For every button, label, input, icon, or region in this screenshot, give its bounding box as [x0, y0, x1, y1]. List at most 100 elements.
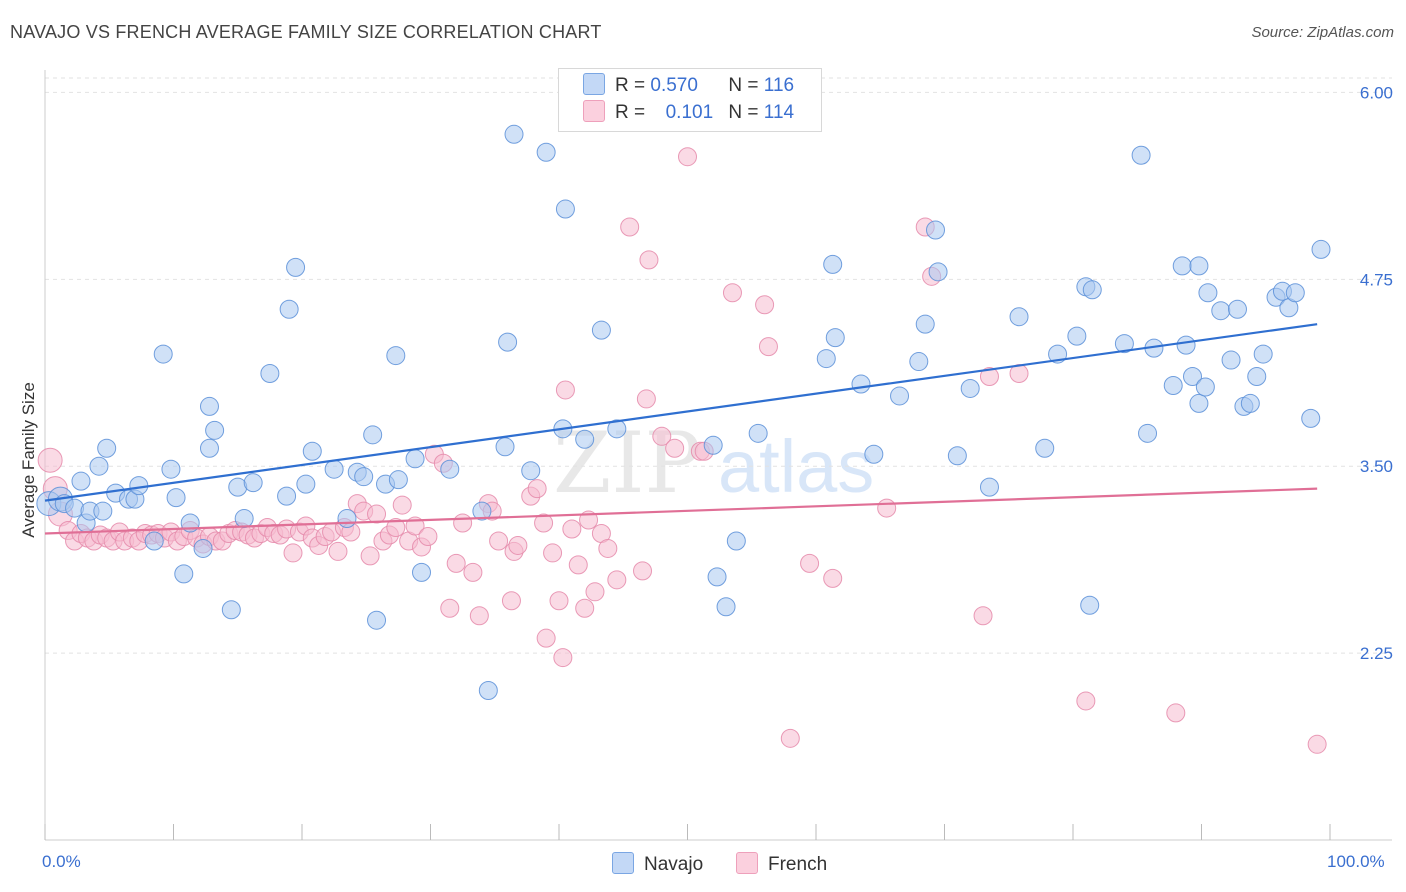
navajo-point-37	[354, 467, 374, 487]
correlation-legend: R = 0.570 N = 116 R = 0.101 N = 114	[558, 68, 822, 132]
french-swatch	[583, 100, 605, 122]
french-point-111	[1166, 703, 1186, 723]
navajo-point-95	[1211, 301, 1231, 321]
french-point-110	[1076, 691, 1096, 711]
navajo-point-71	[926, 220, 946, 240]
navajo-point-81	[1080, 595, 1100, 615]
french-point-69	[489, 531, 509, 551]
french-point-77	[543, 543, 563, 563]
french-point-98	[722, 283, 742, 303]
navajo-point-42	[388, 470, 408, 490]
navajo-point-30	[279, 299, 299, 319]
french-point-63	[446, 553, 466, 573]
watermark-zip: ZIP	[553, 414, 701, 512]
navajo-point-31	[286, 257, 306, 277]
navajo-point-14	[144, 531, 164, 551]
navajo-point-56	[591, 320, 611, 340]
y-tick-label-3: 6.00	[1360, 83, 1393, 102]
french-point-102	[800, 553, 820, 573]
french-point-75	[534, 513, 554, 533]
navajo-point-21	[199, 438, 219, 458]
french-point-100	[758, 337, 778, 357]
french-point-65	[463, 562, 483, 582]
french-point-79	[553, 648, 573, 668]
navajo-point-63	[816, 349, 836, 369]
navajo-point-47	[478, 680, 498, 700]
navajo-point-90	[1183, 367, 1203, 387]
navajo-point-35	[337, 509, 357, 529]
french-points	[37, 147, 1327, 754]
french-trend-line	[44, 487, 1318, 535]
french-point-90	[633, 561, 653, 581]
navajo-point-28	[260, 364, 280, 384]
x-tick-label-min: 0.0%	[42, 852, 81, 871]
trend-lines	[44, 323, 1318, 535]
navajo-point-94	[1198, 283, 1218, 303]
french-point-82	[568, 555, 588, 575]
french-point-59	[418, 526, 438, 546]
navajo-point-66	[851, 374, 871, 394]
french-point-55	[392, 495, 412, 515]
navajo-point-9	[97, 438, 117, 458]
navajo-point-26	[234, 509, 254, 529]
navajo-point-65	[825, 328, 845, 348]
french-point-78	[549, 591, 569, 611]
french-point-108	[979, 367, 999, 387]
navajo-r-label: R =	[615, 75, 646, 96]
navajo-point-51	[521, 461, 541, 481]
navajo-point-64	[823, 254, 843, 274]
french-point-62	[440, 598, 460, 618]
navajo-point-33	[302, 441, 322, 461]
navajo-point-100	[1247, 367, 1267, 387]
navajo-point-68	[890, 386, 910, 406]
navajo-point-39	[367, 610, 387, 630]
french-point-50	[360, 546, 380, 566]
navajo-point-76	[1009, 307, 1029, 327]
french-legend-swatch	[736, 852, 758, 874]
french-point-104	[877, 498, 897, 518]
y-tick-label-0: 2.25	[1360, 644, 1393, 663]
french-point-64	[453, 513, 473, 533]
legend-item-navajo: Navajo	[612, 852, 703, 878]
y-tick-label-1: 3.50	[1360, 457, 1393, 476]
navajo-point-99	[1240, 393, 1260, 413]
navajo-point-59	[707, 567, 727, 587]
navajo-trend-line	[44, 323, 1318, 502]
navajo-point-73	[947, 446, 967, 466]
navajo-swatch	[583, 73, 605, 95]
navajo-point-44	[412, 562, 432, 582]
source-label: Source: ZipAtlas.com	[1251, 24, 1394, 41]
navajo-point-105	[1285, 283, 1305, 303]
navajo-legend-label: Navajo	[644, 854, 704, 875]
navajo-point-92	[1189, 256, 1209, 276]
navajo-n-label: N =	[728, 75, 759, 96]
navajo-point-97	[1227, 299, 1247, 319]
french-point-74	[527, 479, 547, 499]
french-point-81	[562, 519, 582, 539]
french-point-51	[367, 504, 387, 524]
french-point-99	[755, 295, 775, 315]
french-n-value: 114	[763, 102, 795, 123]
navajo-point-72	[928, 262, 948, 282]
navajo-point-57	[607, 419, 627, 439]
navajo-point-87	[1163, 375, 1183, 395]
navajo-point-75	[979, 477, 999, 497]
french-n-label: N =	[728, 102, 759, 123]
navajo-point-85	[1138, 423, 1158, 443]
french-point-95	[678, 147, 697, 167]
navajo-point-32	[296, 474, 316, 494]
chart-title: NAVAJO VS FRENCH AVERAGE FAMILY SIZE COR…	[10, 22, 602, 42]
navajo-point-89	[1176, 335, 1196, 355]
french-point-101	[780, 728, 800, 748]
y-axis-ticks: 2.25 3.50 4.75 6.00	[1360, 83, 1393, 663]
navajo-point-23	[205, 420, 225, 440]
y-axis-title: Average Family Size	[19, 382, 38, 538]
navajo-point-79	[1067, 326, 1087, 346]
navajo-point-93	[1195, 377, 1215, 397]
navajo-point-8	[93, 501, 113, 521]
navajo-point-88	[1172, 256, 1192, 276]
navajo-point-49	[498, 332, 518, 352]
navajo-point-27	[243, 473, 263, 493]
french-point-112	[1307, 734, 1327, 754]
